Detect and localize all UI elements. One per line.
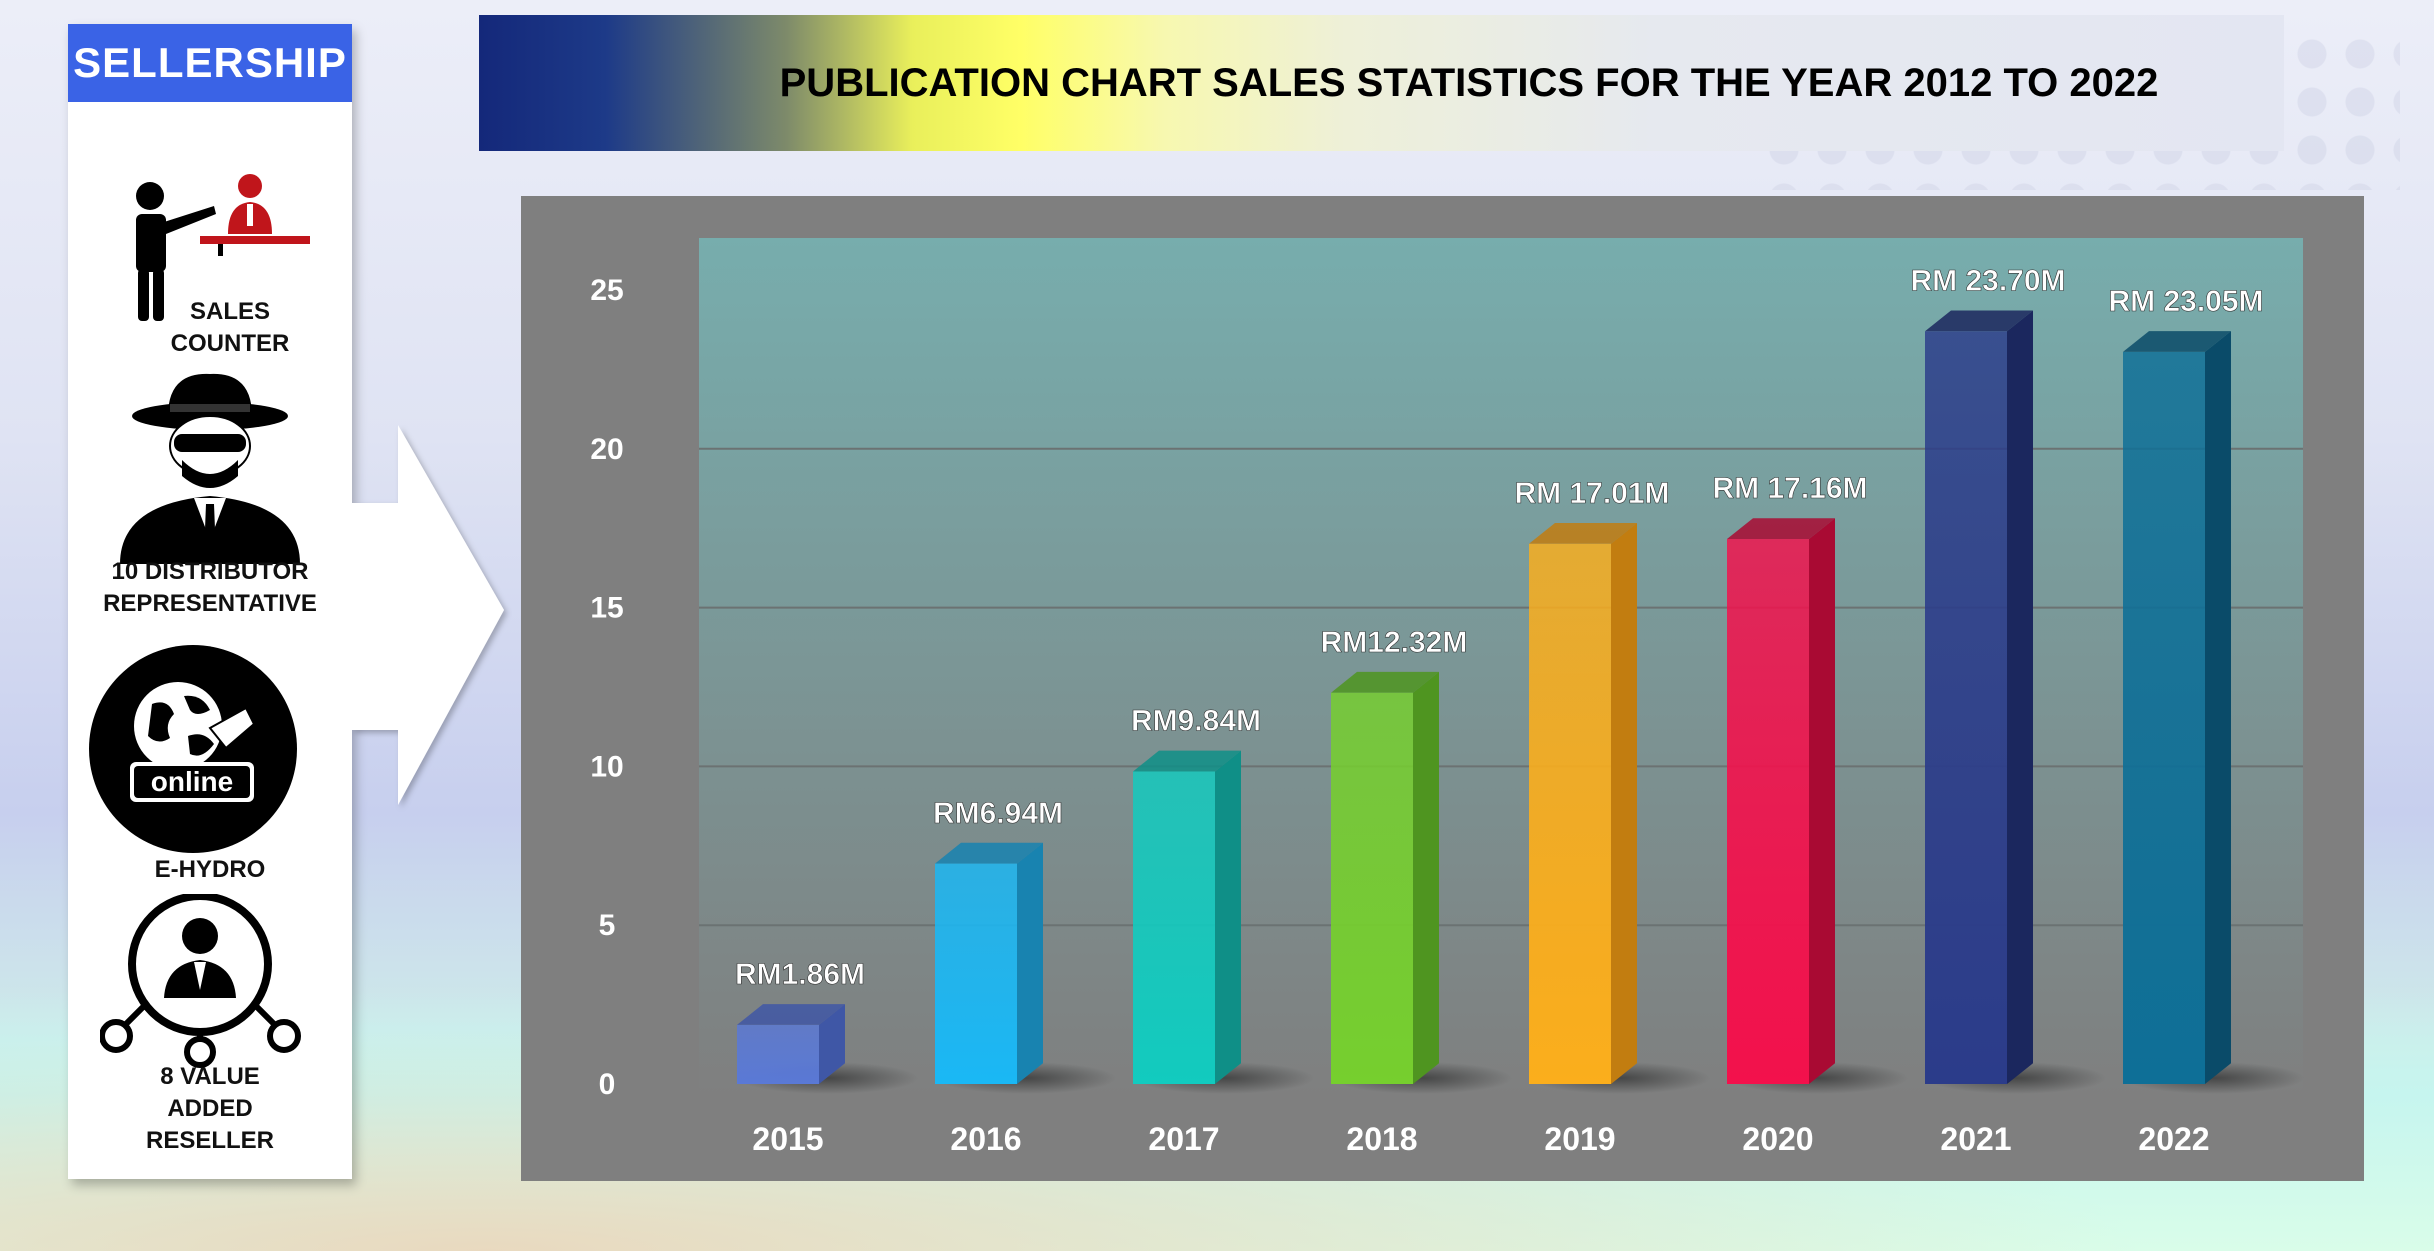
reseller-label-line3: RESELLER	[145, 1127, 274, 1154]
data-labels: RM1.86M RM6.94M RM9.84M RM12.32M RM 17.01M RM…	[735, 264, 2264, 991]
reseller-label-line1: 8 VALUE	[160, 1063, 260, 1090]
x-tick-label-2018: 2018	[1346, 1121, 1417, 1157]
e-hydro-label: E-HYDRO	[154, 856, 266, 883]
sidebar-item-sales-counter: SALES COUNTER	[68, 174, 352, 360]
bar-2021	[1925, 331, 2007, 1085]
distributor-agent-icon	[120, 373, 300, 564]
sidebar-item-distributor: 10 DISTRIBUTOR REPRESENTATIVE	[68, 364, 352, 620]
bar-2018	[1331, 692, 1413, 1084]
data-label-2017: RM9.84M	[1131, 705, 1261, 738]
bar-side-2016	[1017, 842, 1043, 1084]
bar-top-2017	[1133, 750, 1241, 772]
bar-2020	[1727, 538, 1809, 1084]
sales-counter-icon	[136, 174, 310, 321]
sellership-header: SELLERSHIP	[68, 24, 352, 102]
bar-2019	[1529, 543, 1611, 1084]
bar-top-2019	[1529, 522, 1637, 544]
data-label-2021: RM 23.70M	[1910, 264, 2065, 297]
sales-counter-label-line1: SALES	[189, 298, 270, 325]
bar-side-2020	[1809, 518, 1835, 1084]
bar-top-2020	[1727, 518, 1835, 539]
bar-2017	[1133, 771, 1215, 1084]
bar-series	[737, 310, 2305, 1094]
y-axis-ticks: 0 5 10 15 20 25	[590, 274, 623, 1101]
data-label-2016: RM6.94M	[933, 797, 1063, 830]
bar-2015	[737, 1024, 819, 1084]
x-axis-ticks: 2015 2016 2017 2018 2019 2020 2021 2022	[752, 1121, 2209, 1157]
y-tick-label: 15	[590, 592, 623, 625]
y-tick-label: 20	[590, 433, 623, 466]
bar-top-2021	[1925, 310, 2033, 332]
x-tick-label-2020: 2020	[1742, 1121, 1813, 1157]
x-tick-label-2021: 2021	[1940, 1121, 2011, 1157]
data-label-2022: RM 23.05M	[2108, 285, 2263, 318]
bar-2016	[935, 863, 1017, 1084]
y-tick-label: 5	[599, 909, 616, 942]
data-label-2018: RM12.32M	[1321, 626, 1468, 659]
sidebar-item-reseller: 8 VALUE ADDED RESELLER	[68, 894, 352, 1157]
bar-2022	[2123, 351, 2205, 1084]
chart-frame: 0 5 10 15 20 25 2015 2016 2017 2018 2019 2020 2021 2…	[521, 196, 2364, 1181]
bar-side-2015	[819, 1004, 845, 1084]
bar-side-2022	[2205, 331, 2231, 1084]
data-label-2020: RM 17.16M	[1712, 472, 1867, 505]
bar-top-2018	[1331, 671, 1439, 693]
reseller-network-icon	[100, 894, 301, 1068]
data-label-2015: RM1.86M	[735, 958, 865, 991]
x-tick-label-2016: 2016	[950, 1121, 1021, 1157]
distributor-label-line2: REPRESENTATIVE	[103, 590, 317, 617]
distributor-label-line1: 10 DISTRIBUTOR	[111, 558, 309, 585]
bar-side-2018	[1413, 671, 1439, 1084]
bar-side-2017	[1215, 750, 1241, 1084]
online-icon-text: online	[151, 766, 233, 797]
x-tick-label-2015: 2015	[752, 1121, 823, 1157]
reseller-label-line2: ADDED	[167, 1095, 253, 1122]
right-arrow-icon	[352, 425, 504, 805]
title-banner: PUBLICATION CHART SALES STATISTICS FOR T…	[479, 15, 2284, 151]
data-label-2019: RM 17.01M	[1514, 477, 1669, 510]
x-tick-label-2022: 2022	[2138, 1121, 2209, 1157]
y-tick-label: 0	[599, 1068, 616, 1101]
x-tick-label-2017: 2017	[1148, 1121, 1219, 1157]
y-tick-label: 10	[590, 750, 623, 783]
y-tick-label: 25	[590, 274, 623, 307]
x-tick-label-2019: 2019	[1544, 1121, 1615, 1157]
bar-top-2016	[935, 842, 1043, 864]
bar-side-2021	[2007, 310, 2033, 1084]
sales-counter-label-line2: COUNTER	[170, 330, 290, 357]
online-globe-icon: online	[89, 645, 297, 853]
bar-top-2015	[737, 1004, 845, 1025]
bar-side-2019	[1611, 522, 1637, 1084]
chart-title: PUBLICATION CHART SALES STATISTICS FOR T…	[779, 61, 2159, 105]
bar-top-2022	[2123, 331, 2231, 352]
sidebar-item-e-hydro: online E-HYDRO	[68, 644, 352, 886]
sellership-panel: SELLERSHIP SALES COUNTER	[68, 24, 352, 1179]
